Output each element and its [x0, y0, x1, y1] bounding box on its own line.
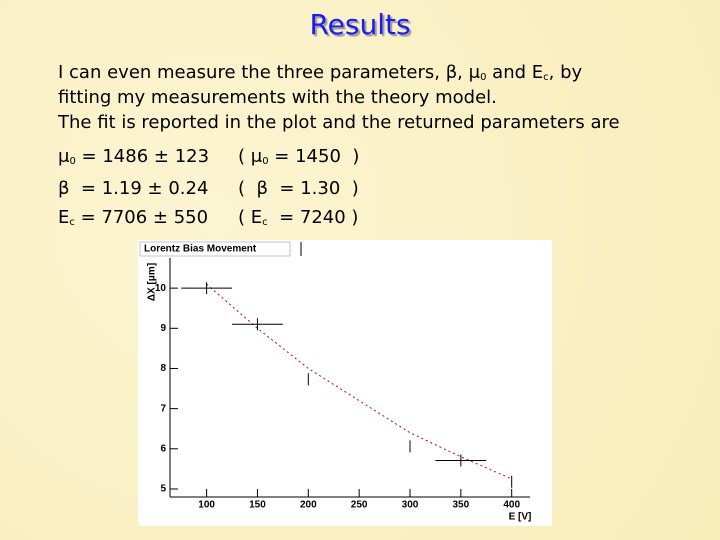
plot-background [138, 240, 552, 526]
text-run: β = 1.19 ± 0.24 [58, 178, 209, 199]
y-tick-label: 7 [160, 403, 166, 414]
text-run: and E [486, 62, 544, 83]
x-tick-label: 100 [198, 500, 215, 511]
y-tick-label: 9 [160, 323, 166, 334]
text-run: ( E [238, 207, 263, 228]
x-tick-label: 250 [351, 500, 368, 511]
slide-title: Results [309, 8, 411, 41]
y-axis-label: ΔX [μm] [147, 263, 158, 301]
x-tick-label: 400 [503, 500, 520, 511]
subscript: c [69, 217, 75, 228]
text-run: = 7706 ± 550 [74, 207, 209, 228]
y-tick-label: 10 [155, 283, 167, 294]
subscript: 0 [262, 156, 269, 167]
text-run: The fit is reported in the plot and the … [58, 112, 620, 133]
text-run: , by [548, 62, 583, 83]
subscript: c [543, 72, 549, 83]
intro-line: The fit is reported in the plot and the … [58, 112, 620, 133]
text-run: = 1450 ) [268, 146, 360, 167]
text-run: = 1486 ± 123 [75, 146, 210, 167]
x-tick-label: 200 [300, 500, 317, 511]
result-expected: ( Ec = 7240 ) [238, 207, 358, 228]
y-tick-label: 5 [160, 484, 166, 495]
x-tick-label: 300 [402, 500, 419, 511]
subscript: 0 [480, 72, 487, 83]
text-run: ( μ [238, 146, 263, 167]
text-run: I can even measure the three parameters,… [58, 62, 481, 83]
subscript: 0 [69, 156, 76, 167]
plot: Lorentz Bias Movement 5 6 7 8 9 10 100 150 200 250… [138, 240, 552, 526]
result-measured: β = 1.19 ± 0.24 [58, 178, 208, 199]
result-expected: ( μ0 = 1450 ) [238, 146, 359, 167]
y-tick-label: 8 [160, 363, 166, 374]
text-run: = 7240 ) [267, 207, 359, 228]
text-run: ( β = 1.30 ) [238, 178, 359, 199]
subscript: c [262, 217, 268, 228]
plot-title-box [139, 241, 291, 257]
intro-line: fitting my measurements with the theory … [58, 87, 497, 108]
text-run: fitting my measurements with the theory … [58, 87, 497, 108]
result-expected: ( β = 1.30 ) [238, 178, 359, 199]
result-measured: Ec = 7706 ± 550 [58, 207, 208, 228]
result-measured: μ0 = 1486 ± 123 [58, 146, 209, 167]
intro-line: I can even measure the three parameters,… [58, 62, 582, 83]
text-run: E [58, 207, 70, 228]
x-axis-label: E [V] [509, 512, 532, 523]
y-tick-label: 6 [160, 443, 166, 454]
text-run: μ [58, 146, 70, 167]
x-tick-label: 150 [249, 500, 266, 511]
x-tick-label: 350 [453, 500, 470, 511]
chart-title: Lorentz Bias Movement [144, 244, 257, 255]
